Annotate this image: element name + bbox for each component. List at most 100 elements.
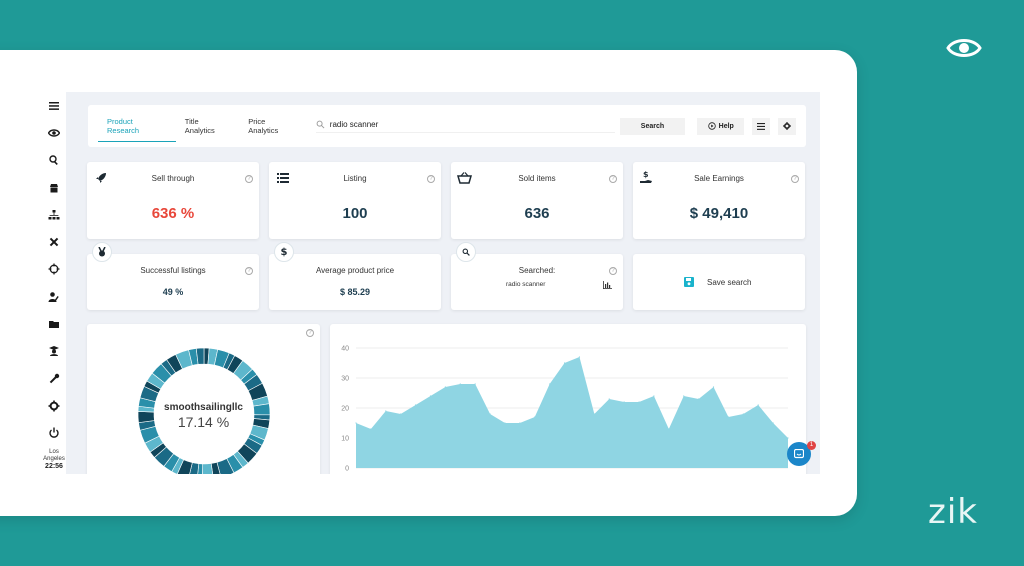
help-tooltip-icon[interactable]: ?	[245, 175, 253, 183]
y-tick-label: 20	[341, 406, 349, 413]
y-tick-label: 30	[341, 376, 349, 383]
help-tooltip-icon[interactable]: ?	[245, 267, 253, 275]
eye-icon	[946, 39, 982, 57]
hand-dollar-icon: $	[640, 170, 652, 183]
bar-chart-icon[interactable]	[603, 281, 612, 289]
play-circle-icon	[707, 122, 716, 130]
donut-percent: 17.14 %	[177, 414, 230, 430]
successful-listings-value: 49 %	[162, 287, 184, 297]
area-data-point	[519, 422, 521, 424]
store-icon[interactable]	[42, 174, 66, 201]
area-data-point	[578, 356, 581, 358]
chat-icon	[794, 449, 804, 459]
sales-area-chart-card: 40 30 20 10 0	[330, 324, 806, 474]
medal-icon	[92, 242, 112, 262]
successful-listings-card: Successful listings ? 49 %	[87, 254, 259, 310]
area-data-point	[400, 413, 402, 415]
crosshair-icon[interactable]	[42, 256, 66, 283]
y-tick-label: 40	[341, 346, 349, 353]
sell-through-value: 636 %	[151, 205, 195, 222]
y-tick-label: 10	[341, 436, 349, 443]
settings-button[interactable]	[778, 117, 796, 135]
area-data-point	[742, 413, 744, 415]
save-search-card[interactable]: Save search	[633, 254, 805, 310]
donut-seller-name: smoothsailingllc	[164, 402, 243, 413]
wrench-icon[interactable]	[42, 365, 66, 392]
area-data-point	[534, 416, 536, 418]
area-data-point	[683, 395, 685, 397]
area-data-point	[549, 383, 551, 385]
help-label: Help	[718, 122, 734, 130]
help-tooltip-icon[interactable]: ?	[427, 175, 435, 183]
sale-earnings-label: Sale Earnings	[694, 174, 744, 183]
help-tooltip-icon[interactable]: ?	[791, 175, 799, 183]
clock-time: 22:56	[45, 462, 63, 470]
floppy-disk-icon	[684, 277, 694, 287]
area-data-point	[653, 395, 655, 397]
list-icon	[277, 173, 289, 183]
area-data-point	[489, 413, 491, 415]
hierarchy-icon[interactable]	[42, 201, 66, 228]
area-data-point	[757, 404, 759, 406]
area-data-point	[504, 422, 506, 424]
tab-title-analytics[interactable]: Title Analytics	[184, 117, 215, 135]
area-data-point	[385, 410, 387, 412]
area-data-point	[414, 404, 417, 406]
listing-value: 100	[342, 205, 368, 222]
dollar-icon: $	[274, 242, 294, 262]
searched-label: Searched:	[518, 266, 556, 275]
basket-icon	[457, 172, 472, 184]
menu-icon[interactable]	[42, 92, 66, 119]
area-data-point	[623, 401, 625, 403]
search-input[interactable]	[329, 119, 600, 129]
gear-icon[interactable]	[42, 392, 66, 419]
area-data-point	[593, 413, 595, 415]
search-icon[interactable]	[42, 147, 66, 174]
average-price-label: Average product price	[315, 266, 395, 275]
rocket-icon	[96, 173, 106, 183]
gear-icon	[783, 122, 792, 130]
power-icon[interactable]	[42, 420, 66, 447]
user-edit-icon[interactable]	[42, 283, 66, 310]
top-seller-donut-card: ? smoothsailingllc 17.14 %	[87, 324, 320, 474]
location-label: Los Angeles	[43, 448, 65, 462]
sale-earnings-card: $ Sale Earnings ? $ 49,410	[633, 162, 805, 239]
app-window: Los Angeles 22:56 Product Research Title…	[42, 92, 820, 474]
successful-listings-label: Successful listings	[140, 266, 206, 275]
area-data-point	[563, 362, 566, 364]
help-button[interactable]: Help	[697, 117, 745, 135]
area-data-point	[608, 398, 610, 400]
sales-area-chart: 40 30 20 10 0	[341, 346, 789, 473]
help-tooltip-icon[interactable]: ?	[609, 175, 617, 183]
searched-value: radio scanner	[506, 281, 546, 288]
area-data-point	[698, 398, 700, 400]
folder-icon[interactable]	[42, 310, 66, 337]
area-data-point	[787, 437, 789, 439]
save-search-label: Save search	[707, 278, 752, 287]
help-tooltip-icon[interactable]: ?	[306, 329, 314, 337]
average-price-value: $ 85.29	[339, 287, 371, 297]
area-data-point	[772, 422, 774, 424]
area-data-point	[370, 428, 372, 430]
search-icon	[456, 242, 476, 262]
area-data-point	[668, 428, 670, 430]
area-data-point	[444, 386, 446, 388]
area-data-point	[712, 386, 715, 388]
sold-items-label: Sold items	[518, 174, 556, 183]
y-tick-label: 0	[345, 466, 349, 473]
search-button[interactable]: Search	[619, 117, 686, 135]
area-data-point	[429, 395, 432, 397]
tab-price-analytics[interactable]: Price Analytics	[248, 117, 279, 135]
graduate-icon[interactable]	[42, 338, 66, 365]
seller-donut-chart	[137, 347, 271, 474]
tools-icon[interactable]	[42, 228, 66, 255]
list-icon	[757, 122, 766, 130]
top-toolbar: Product Research Title Analytics Price A…	[88, 105, 806, 147]
searched-card: Searched: ? radio scanner	[451, 254, 623, 310]
help-tooltip-icon[interactable]: ?	[609, 267, 617, 275]
list-view-button[interactable]	[752, 117, 771, 135]
sidebar: Los Angeles 22:56	[42, 92, 66, 474]
eye-icon[interactable]	[42, 119, 66, 146]
tab-product-research[interactable]: Product Research	[98, 111, 176, 142]
sale-earnings-value: $ 49,410	[689, 205, 749, 222]
